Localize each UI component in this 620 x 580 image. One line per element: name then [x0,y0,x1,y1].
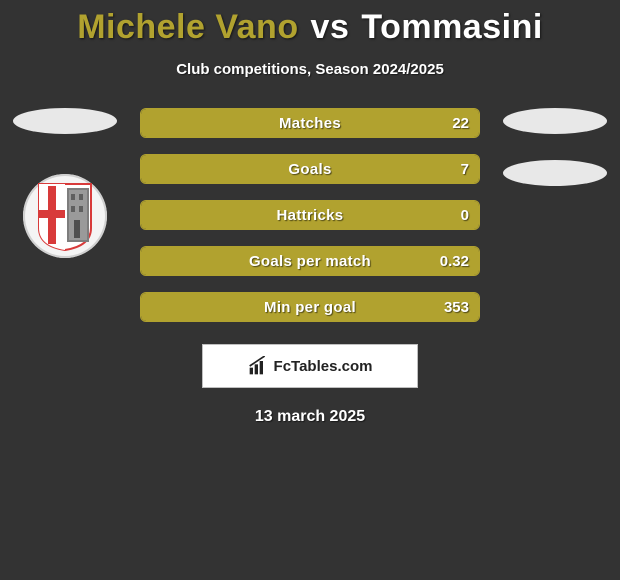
stat-bar-label: Hattricks [141,201,479,229]
stat-bar: Goals7 [140,154,480,184]
stat-bar-value: 353 [444,293,469,321]
title-player1: Michele Vano [77,8,298,46]
player2-club-placeholder [503,160,607,186]
left-column [0,108,130,258]
main-area: Matches22 Goals7 Hattricks0 Goals per match… [0,108,620,322]
stats-comparison-card: Michele Vano vs Tommasini Club competiti… [0,0,620,580]
stat-bar: Goals per match0.32 [140,246,480,276]
player2-photo-placeholder [503,108,607,134]
title-vs: vs [311,8,350,46]
stat-bar-label: Matches [141,109,479,137]
title-player2: Tommasini [361,8,542,46]
stat-bar: Hattricks0 [140,200,480,230]
bar-chart-icon [248,356,268,376]
date-text: 13 march 2025 [0,408,620,426]
brand-badge[interactable]: FcTables.com [202,344,418,388]
stat-bar-label: Min per goal [141,293,479,321]
shield-icon [35,180,95,252]
stat-bar-label: Goals per match [141,247,479,275]
stat-bar-value: 7 [461,155,469,183]
player1-photo-placeholder [13,108,117,134]
stat-bar-label: Goals [141,155,479,183]
brand-text: FcTables.com [274,358,373,375]
stat-bar: Min per goal353 [140,292,480,322]
player1-club-crest [23,174,107,258]
stat-bars: Matches22 Goals7 Hattricks0 Goals per match… [140,108,480,322]
stat-bar-value: 22 [452,109,469,137]
stat-bar-value: 0.32 [440,247,469,275]
page-title: Michele Vano vs Tommasini [0,0,620,47]
subtitle: Club competitions, Season 2024/2025 [0,61,620,78]
stat-bar-value: 0 [461,201,469,229]
right-column [490,108,620,186]
stat-bar: Matches22 [140,108,480,138]
